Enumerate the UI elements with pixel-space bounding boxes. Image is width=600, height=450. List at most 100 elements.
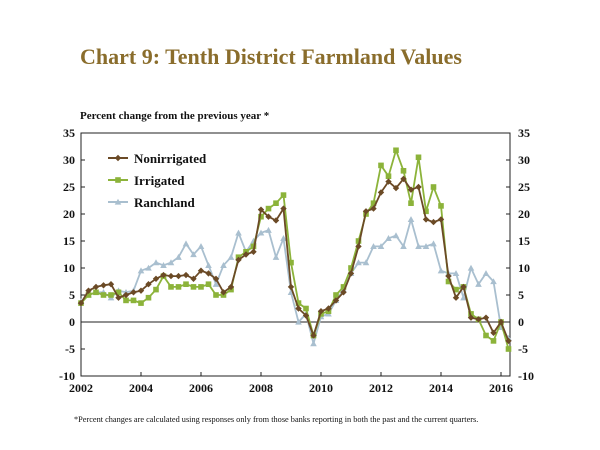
y-tick-label-right: 25 [518, 180, 530, 194]
y-tick-label-right: 30 [518, 153, 530, 167]
data-point-nonirrigated [362, 208, 370, 215]
data-point-irrigated [333, 292, 339, 298]
data-point-nonirrigated [152, 275, 160, 282]
y-tick-label-left: 30 [63, 153, 75, 167]
data-point-ranchland [272, 253, 280, 260]
data-point-ranchland [152, 259, 160, 266]
data-point-ranchland [295, 318, 302, 325]
data-point-nonirrigated [392, 184, 400, 192]
data-point-nonirrigated [272, 217, 280, 224]
data-point-nonirrigated [445, 272, 452, 280]
legend-label-nonirrigated: Nonirrigated [134, 151, 207, 166]
data-point-nonirrigated [497, 318, 505, 326]
data-point-irrigated [400, 168, 407, 174]
y-tick-label-left: 15 [63, 234, 75, 248]
data-point-irrigated [280, 192, 287, 198]
data-point-irrigated [453, 286, 459, 293]
data-point-irrigated [303, 305, 309, 312]
data-point-ranchland [205, 262, 212, 268]
data-point-irrigated [355, 238, 362, 244]
data-point-nonirrigated [452, 294, 460, 301]
data-point-irrigated [385, 173, 392, 179]
data-point-irrigated [198, 284, 204, 290]
data-point-irrigated [115, 289, 122, 296]
x-tick-label: 2010 [309, 381, 333, 395]
x-tick-label: 2008 [249, 381, 273, 395]
data-point-nonirrigated [85, 287, 92, 294]
data-point-nonirrigated [167, 272, 175, 280]
data-point-irrigated [258, 213, 264, 220]
series-line-ranchland [80, 218, 510, 345]
legend-label-ranchland: Ranchland [134, 195, 195, 210]
data-point-irrigated [415, 154, 422, 161]
data-point-nonirrigated [182, 271, 190, 279]
data-point-irrigated [130, 297, 137, 304]
data-point-nonirrigated [400, 175, 407, 183]
data-point-nonirrigated [490, 329, 497, 336]
data-point-irrigated [100, 292, 107, 298]
data-point-ranchland [212, 280, 220, 287]
data-point-ranchland [400, 243, 407, 250]
data-point-nonirrigated [242, 251, 250, 258]
data-point-irrigated [340, 284, 347, 290]
data-point-nonirrigated [437, 216, 445, 223]
data-point-ranchland [310, 340, 317, 347]
data-point-nonirrigated [317, 308, 325, 315]
data-point-nonirrigated [250, 248, 257, 255]
x-tick-label: 2002 [69, 381, 93, 395]
data-point-ranchland [385, 235, 392, 241]
data-point-ranchland [422, 243, 430, 250]
data-point-nonirrigated [160, 271, 167, 279]
data-point-ranchland [137, 267, 145, 274]
data-point-irrigated [408, 200, 414, 206]
data-point-nonirrigated [287, 283, 295, 291]
legend-marker-nonirrigated [114, 154, 122, 162]
data-point-ranchland [430, 240, 437, 247]
plot-frame [80, 132, 511, 377]
data-point-ranchland [475, 280, 482, 287]
y-tick-label-left: -10 [59, 369, 75, 383]
data-point-ranchland [460, 294, 467, 301]
data-point-ranchland [227, 253, 235, 260]
data-point-ranchland [482, 270, 490, 277]
data-point-nonirrigated [122, 291, 130, 299]
data-point-nonirrigated [475, 316, 482, 323]
data-point-irrigated [93, 289, 99, 296]
data-point-nonirrigated [407, 186, 415, 193]
data-point-nonirrigated [235, 256, 242, 264]
data-point-ranchland [190, 251, 197, 258]
legend-marker-irrigated [115, 177, 121, 183]
data-point-nonirrigated [227, 283, 235, 291]
data-point-nonirrigated [205, 270, 212, 277]
y-tick-label-left: 35 [63, 126, 75, 140]
data-point-irrigated [168, 284, 174, 290]
data-point-nonirrigated [100, 282, 107, 289]
y-tick-label-left: 10 [63, 261, 75, 275]
y-tick-label-left: -5 [65, 342, 75, 356]
data-point-ranchland [160, 262, 167, 268]
data-point-nonirrigated [332, 297, 340, 304]
data-point-ranchland [377, 243, 385, 250]
footnote: *Percent changes are calculated using re… [74, 415, 479, 424]
data-point-nonirrigated [460, 283, 467, 291]
data-point-irrigated [123, 297, 129, 304]
data-point-irrigated [190, 284, 197, 290]
data-point-ranchland [407, 216, 415, 223]
data-point-irrigated [490, 338, 497, 344]
data-point-irrigated [348, 265, 354, 271]
x-tick-label: 2012 [369, 381, 393, 395]
data-point-ranchland [220, 262, 227, 268]
x-tick-label: 2014 [429, 381, 453, 395]
y-tick-label-right: 35 [518, 126, 530, 140]
data-point-ranchland [265, 226, 272, 233]
data-point-ranchland [392, 232, 400, 239]
data-point-nonirrigated [302, 312, 310, 319]
data-point-ranchland [197, 243, 205, 250]
data-point-irrigated [175, 284, 182, 290]
data-point-nonirrigated [137, 287, 145, 294]
y-tick-label-right: -5 [518, 342, 528, 356]
y-tick-label-right: 20 [518, 207, 530, 221]
data-point-nonirrigated [370, 205, 377, 212]
data-point-nonirrigated [145, 281, 152, 288]
data-point-nonirrigated [197, 267, 205, 274]
